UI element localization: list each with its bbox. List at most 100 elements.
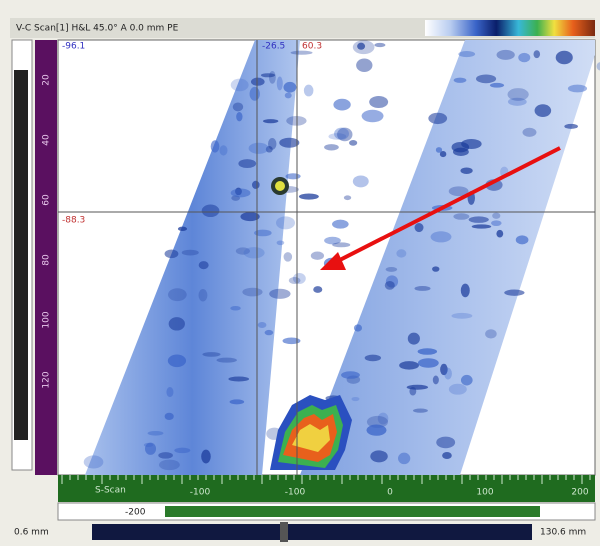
horizontal-ruler-label: -100	[285, 488, 306, 498]
indication	[283, 338, 301, 345]
footer-end: 130.6 mm	[540, 528, 586, 538]
indication	[353, 175, 369, 187]
indication	[490, 83, 504, 88]
indication	[433, 376, 439, 385]
indication	[228, 376, 249, 381]
indication	[217, 358, 237, 363]
indication	[158, 452, 173, 458]
indication	[396, 249, 406, 257]
indication	[277, 240, 285, 245]
indication	[508, 88, 529, 101]
vertical-ruler-label: 80	[42, 254, 52, 266]
indication	[413, 409, 428, 413]
indication	[385, 281, 395, 290]
vertical-ruler-label: 40	[42, 134, 52, 146]
indication	[332, 220, 349, 229]
indication	[461, 375, 473, 386]
indication	[362, 110, 384, 122]
indication	[334, 128, 349, 140]
indication	[518, 53, 530, 62]
cursor-label: -96.1	[62, 42, 85, 52]
indication	[414, 286, 430, 291]
indication	[144, 443, 153, 447]
indication	[299, 193, 319, 199]
indication	[202, 205, 220, 218]
indication	[199, 261, 209, 269]
indication	[399, 361, 419, 369]
indication	[284, 252, 293, 262]
indication	[370, 450, 387, 462]
indication	[496, 230, 503, 238]
indication	[202, 352, 220, 357]
indication	[244, 247, 265, 258]
ruler-title: S-Scan	[95, 486, 126, 496]
indication	[286, 173, 301, 179]
indication	[231, 79, 249, 92]
cursor-label: 60.3	[302, 42, 322, 52]
indication	[472, 224, 492, 228]
slider-handle[interactable]	[280, 522, 288, 542]
indication	[460, 167, 472, 173]
horizontal-ruler-label: 0	[387, 488, 393, 498]
indication	[398, 453, 410, 465]
indication	[174, 448, 190, 453]
indication	[407, 385, 428, 390]
indication	[238, 159, 256, 168]
indication	[265, 330, 274, 335]
indication	[349, 140, 357, 146]
indication	[386, 267, 398, 272]
indication	[198, 289, 207, 301]
indication	[369, 96, 388, 108]
indication	[269, 71, 276, 84]
indication	[251, 78, 265, 86]
indication	[469, 216, 489, 222]
indication	[451, 313, 472, 319]
indication	[535, 104, 552, 117]
vertical-ruler-label: 60	[42, 194, 52, 206]
indication	[250, 87, 260, 101]
indication	[491, 220, 501, 226]
indication	[356, 58, 372, 72]
indication	[453, 213, 469, 220]
indication	[304, 85, 314, 97]
indication	[354, 324, 362, 331]
indication	[452, 142, 470, 152]
indication	[436, 147, 442, 153]
indication	[436, 437, 455, 449]
indication	[432, 266, 439, 271]
indication	[333, 99, 350, 111]
indication	[233, 102, 243, 111]
indication	[201, 450, 211, 464]
indication	[231, 189, 251, 198]
indication	[252, 181, 260, 189]
indication	[165, 413, 174, 420]
indication	[211, 140, 220, 152]
vertical-ruler-label: 20	[42, 74, 52, 86]
vertical-ruler-label: 120	[42, 371, 52, 388]
indication	[324, 144, 339, 150]
indication	[357, 43, 365, 50]
indication	[276, 216, 295, 229]
indication	[365, 355, 381, 362]
indication	[408, 333, 420, 345]
indication	[332, 242, 350, 247]
indication	[564, 124, 578, 129]
indication	[568, 85, 587, 93]
indication	[169, 317, 185, 330]
indication	[492, 213, 500, 219]
indication	[148, 431, 164, 436]
scroll-thumb	[165, 506, 540, 517]
indication	[449, 384, 467, 395]
window-title: V-C Scan[1] H&L 45.0° A 0.0 mm PE	[16, 24, 179, 34]
indication	[168, 288, 187, 301]
indication	[165, 250, 179, 259]
indication	[84, 455, 104, 468]
indication	[159, 460, 180, 471]
indication	[289, 277, 301, 284]
indication	[286, 116, 306, 126]
position-slider[interactable]	[92, 524, 532, 540]
indication	[454, 78, 467, 83]
indication	[461, 284, 470, 298]
indication	[230, 399, 245, 404]
indication	[236, 112, 242, 121]
